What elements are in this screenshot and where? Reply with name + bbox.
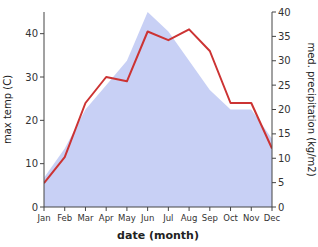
x-tick-label: Jun [140, 213, 154, 223]
x-axis-label: date (month) [117, 229, 199, 242]
y-tick [40, 77, 44, 78]
y-tick [40, 163, 44, 164]
y-axis-label: max temp (C) [2, 75, 13, 144]
x-tick [251, 207, 252, 211]
x-tick-label: Mar [77, 213, 94, 223]
y2-tick [272, 85, 276, 86]
y2-tick-label: 5 [278, 177, 284, 188]
chart: 0 10 20 30 40 0 5 10 15 20 25 30 35 40 Jan Feb Mar Apr May… [0, 0, 318, 247]
y2-axis-label: med. precipitation (kg/m2) [306, 42, 317, 176]
y2-tick-label: 0 [278, 202, 284, 213]
x-tick-label: Sep [202, 213, 218, 223]
plot-area [44, 12, 272, 207]
y2-tick-label: 20 [278, 104, 291, 115]
x-tick-label: Nov [243, 213, 260, 223]
x-tick-label: May [118, 213, 136, 223]
y2-tick-label: 30 [278, 55, 291, 66]
y2-tick [272, 158, 276, 159]
precip-area [44, 12, 272, 207]
y2-tick-label: 25 [278, 80, 291, 91]
y2-tick-label: 35 [278, 31, 291, 42]
y2-tick-label: 40 [278, 7, 291, 18]
y2-tick [272, 133, 276, 134]
y-axis-line [44, 12, 45, 207]
x-tick [147, 207, 148, 211]
x-tick-label: Oct [223, 213, 238, 223]
y-tick [40, 207, 44, 208]
y2-tick [272, 60, 276, 61]
temp-line [44, 29, 272, 183]
y2-tick [272, 207, 276, 208]
x-tick [64, 207, 65, 211]
x-tick-label: Dec [264, 213, 281, 223]
y2-tick [272, 12, 276, 13]
y2-tick [272, 109, 276, 110]
y2-tick-label: 10 [278, 153, 291, 164]
x-tick-label: Feb [57, 213, 72, 223]
x-tick [272, 207, 273, 211]
y-tick-label: 10 [25, 158, 38, 169]
x-tick [209, 207, 210, 211]
x-tick-label: Jul [162, 213, 173, 223]
y-tick [40, 33, 44, 34]
y-tick-label: 40 [25, 28, 38, 39]
x-tick-label: Jan [36, 213, 50, 223]
x-tick [189, 207, 190, 211]
y-tick [40, 120, 44, 121]
x-tick [168, 207, 169, 211]
x-axis-line [44, 207, 272, 208]
y2-tick [272, 182, 276, 183]
y-tick-label: 30 [25, 72, 38, 83]
x-tick [85, 207, 86, 211]
y-tick-label: 0 [32, 202, 38, 213]
y2-tick [272, 36, 276, 37]
x-tick [106, 207, 107, 211]
x-tick [44, 207, 45, 211]
y2-tick-label: 15 [278, 128, 291, 139]
x-tick [126, 207, 127, 211]
x-tick-label: Apr [99, 213, 114, 223]
x-tick-label: Aug [181, 213, 198, 223]
x-tick [230, 207, 231, 211]
y-tick-label: 20 [25, 115, 38, 126]
